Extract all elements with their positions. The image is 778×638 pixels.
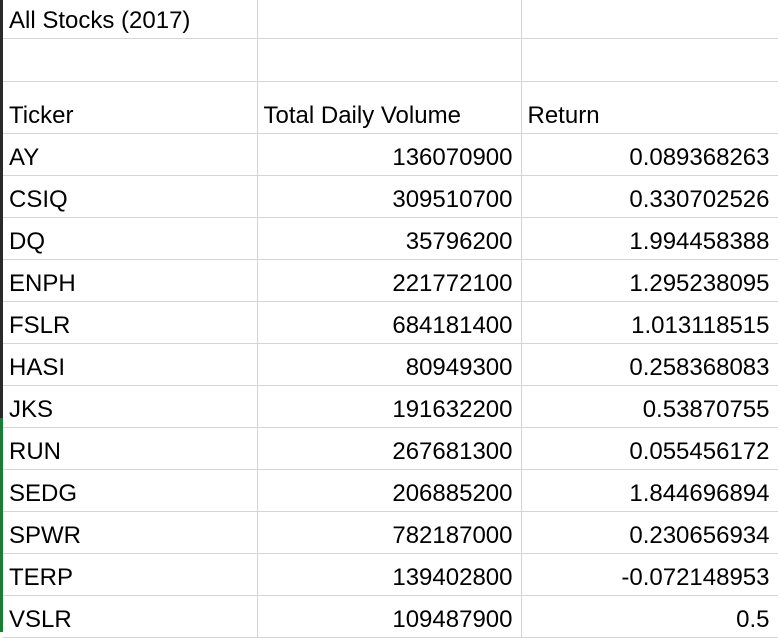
cell-volume[interactable]: 109487900 — [257, 595, 522, 638]
table-row: RUN 267681300 0.055456172 — [3, 427, 778, 470]
cell-empty[interactable] — [257, 0, 522, 39]
cell-volume[interactable]: 139402800 — [257, 553, 522, 596]
cell-return[interactable]: 0.230656934 — [521, 511, 778, 554]
cell-volume[interactable]: 267681300 — [257, 427, 522, 470]
cell-return[interactable]: -0.072148953 — [521, 553, 778, 596]
cell-volume[interactable]: 309510700 — [257, 175, 522, 218]
table-row: HASI 80949300 0.258368083 — [3, 343, 778, 386]
cell-ticker[interactable]: RUN — [3, 427, 258, 470]
table-row: SPWR 782187000 0.230656934 — [3, 511, 778, 554]
cell-return[interactable]: 0.330702526 — [521, 175, 778, 218]
table-row: JKS 191632200 0.53870755 — [3, 385, 778, 428]
cell-return[interactable]: 1.013118515 — [521, 301, 778, 344]
cell-return[interactable]: 0.089368263 — [521, 133, 778, 176]
header-total-daily-volume[interactable]: Total Daily Volume — [257, 81, 522, 134]
cell-return[interactable]: 1.844696894 — [521, 469, 778, 512]
cell-return[interactable]: 1.295238095 — [521, 259, 778, 302]
cell-ticker[interactable]: SPWR — [3, 511, 258, 554]
cell-ticker[interactable]: FSLR — [3, 301, 258, 344]
header-return[interactable]: Return — [521, 81, 778, 134]
table-row: AY 136070900 0.089368263 — [3, 133, 778, 176]
cell-empty[interactable] — [521, 38, 778, 82]
cell-volume[interactable]: 191632200 — [257, 385, 522, 428]
cell-volume[interactable]: 782187000 — [257, 511, 522, 554]
cell-ticker[interactable]: CSIQ — [3, 175, 258, 218]
cell-volume[interactable]: 221772100 — [257, 259, 522, 302]
cell-empty[interactable] — [3, 38, 258, 82]
header-row: Ticker Total Daily Volume Return — [3, 81, 778, 134]
cell-return[interactable]: 0.258368083 — [521, 343, 778, 386]
table-row: DQ 35796200 1.994458388 — [3, 217, 778, 260]
cell-ticker[interactable]: ENPH — [3, 259, 258, 302]
cell-return[interactable]: 0.5 — [521, 595, 778, 638]
table-row: TERP 139402800 -0.072148953 — [3, 553, 778, 596]
cell-ticker[interactable]: SEDG — [3, 469, 258, 512]
cell-ticker[interactable]: HASI — [3, 343, 258, 386]
cell-ticker[interactable]: DQ — [3, 217, 258, 260]
table-row: CSIQ 309510700 0.330702526 — [3, 175, 778, 218]
cell-volume[interactable]: 35796200 — [257, 217, 522, 260]
title-row: All Stocks (2017) — [3, 0, 778, 39]
cell-volume[interactable]: 136070900 — [257, 133, 522, 176]
table-row: ENPH 221772100 1.295238095 — [3, 259, 778, 302]
cell-empty[interactable] — [521, 0, 778, 39]
cell-return[interactable]: 1.994458388 — [521, 217, 778, 260]
header-ticker[interactable]: Ticker — [3, 81, 258, 134]
cell-ticker[interactable]: AY — [3, 133, 258, 176]
spreadsheet-grid: All Stocks (2017) Ticker Total Daily Vol… — [3, 0, 778, 638]
cell-empty[interactable] — [257, 38, 522, 82]
table-row: SEDG 206885200 1.844696894 — [3, 469, 778, 512]
cell-volume[interactable]: 684181400 — [257, 301, 522, 344]
selection-edge-marker — [0, 418, 3, 632]
cell-volume[interactable]: 80949300 — [257, 343, 522, 386]
sheet-left-edge — [0, 0, 3, 632]
cell-ticker[interactable]: TERP — [3, 553, 258, 596]
table-row: VSLR 109487900 0.5 — [3, 595, 778, 638]
cell-return[interactable]: 0.055456172 — [521, 427, 778, 470]
cell-return[interactable]: 0.53870755 — [521, 385, 778, 428]
cell-ticker[interactable]: VSLR — [3, 595, 258, 638]
cell-title[interactable]: All Stocks (2017) — [3, 0, 258, 39]
blank-row — [3, 38, 778, 82]
table-row: FSLR 684181400 1.013118515 — [3, 301, 778, 344]
cell-volume[interactable]: 206885200 — [257, 469, 522, 512]
cell-ticker[interactable]: JKS — [3, 385, 258, 428]
